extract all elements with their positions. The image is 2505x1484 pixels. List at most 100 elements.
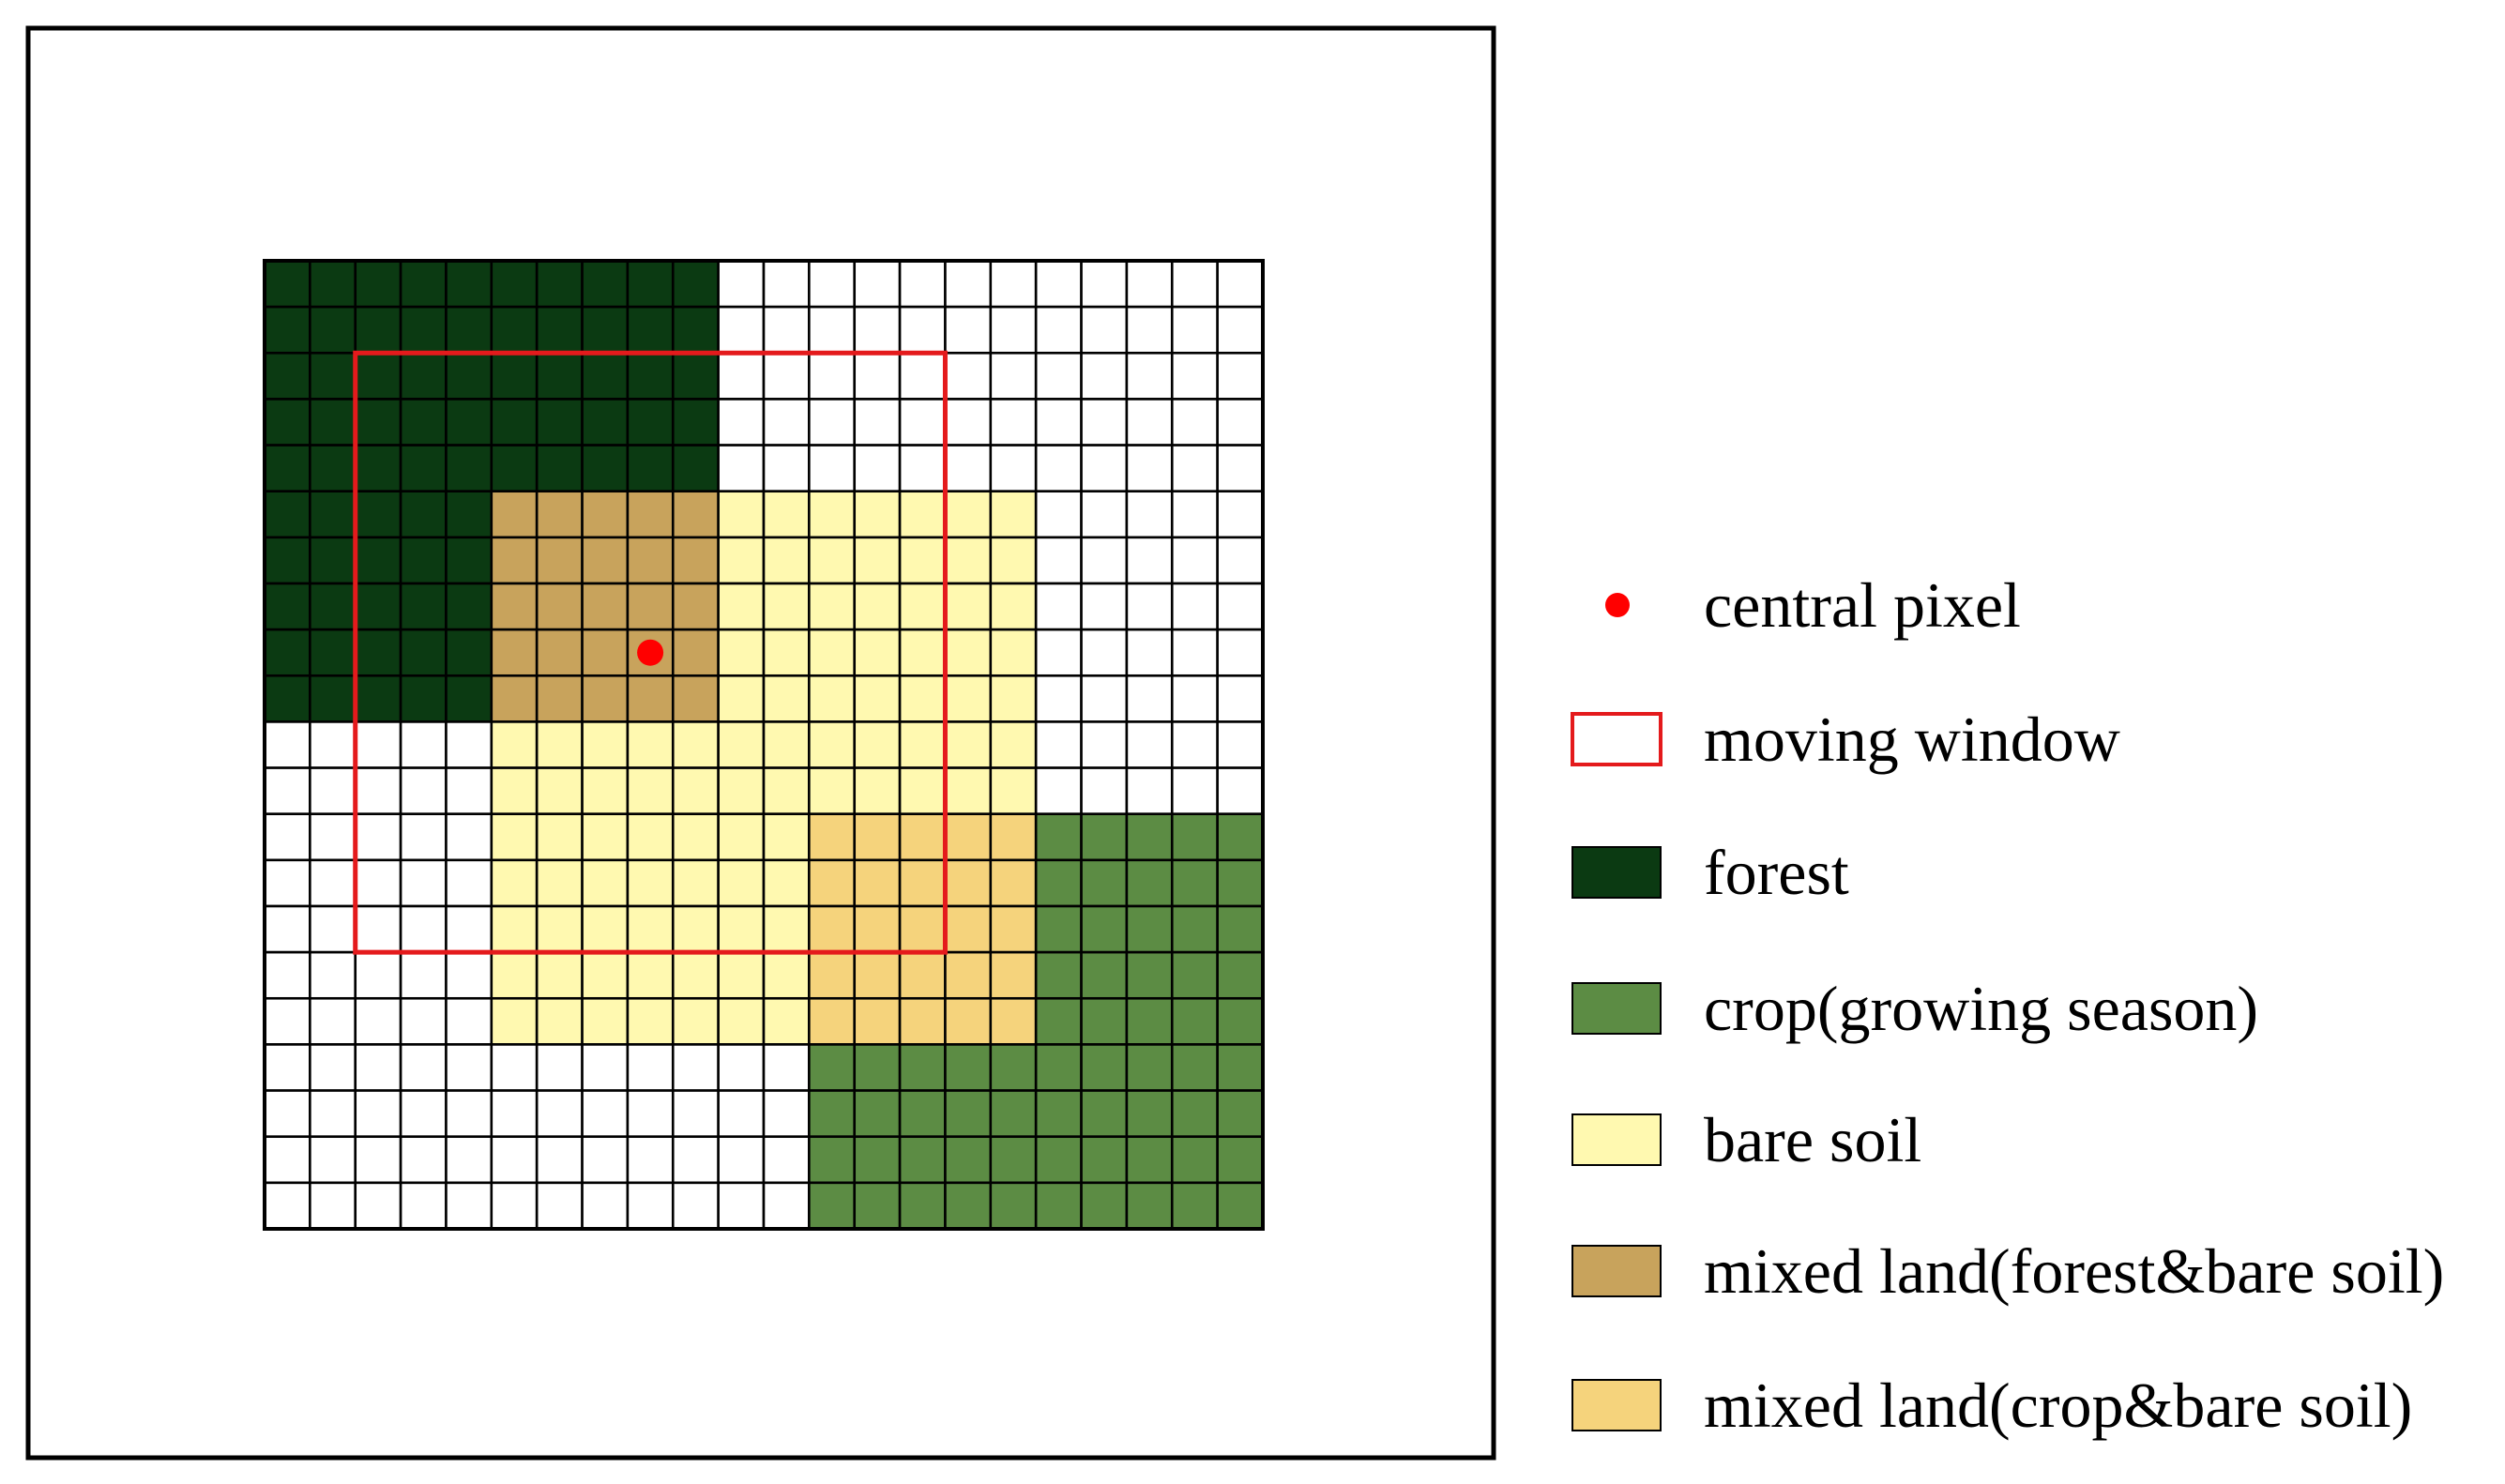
- grid-cell-forest: [626, 444, 675, 493]
- grid-cell-unclassified: [354, 996, 402, 1046]
- grid-cell-bare-soil: [762, 720, 811, 769]
- grid-cell-unclassified: [808, 398, 857, 447]
- grid-cell-unclassified: [898, 259, 947, 309]
- grid-cell-unclassified: [1216, 582, 1265, 631]
- grid-cell-unclassified: [1216, 444, 1265, 493]
- grid-cell-bare-soil: [853, 536, 902, 585]
- grid-cell-forest: [671, 398, 720, 447]
- grid-cell-unclassified: [944, 305, 993, 355]
- grid-cell-bare-soil: [853, 720, 902, 769]
- grid-cell-bare-soil: [581, 766, 630, 816]
- grid-cell-crop: [1170, 812, 1219, 862]
- grid-cell-crop: [944, 1135, 993, 1185]
- grid-cell-bare-soil: [535, 904, 584, 954]
- grid-cell-forest: [671, 351, 720, 401]
- grid-cell-unclassified: [989, 398, 1038, 447]
- grid-cell-mixed-crop-bare: [944, 812, 993, 862]
- grid-cell-mixed-forest-bare: [626, 582, 675, 631]
- grid-cell-bare-soil: [717, 674, 766, 723]
- grid-cell-unclassified: [762, 259, 811, 309]
- grid-cell-unclassified: [535, 1043, 584, 1092]
- grid-cell-unclassified: [445, 720, 493, 769]
- grid-cell-unclassified: [263, 996, 311, 1046]
- moving-window-layer: [353, 350, 948, 955]
- grid-cell-unclassified: [399, 858, 448, 908]
- grid-cell-bare-soil: [808, 766, 857, 816]
- grid-cell-unclassified: [309, 950, 357, 1000]
- grid-cell-bare-soil: [989, 582, 1038, 631]
- legend-item-moving-window: moving window: [1571, 704, 2120, 775]
- grid-cell-forest: [263, 490, 311, 539]
- grid-cell-crop: [1216, 812, 1265, 862]
- grid-cell-unclassified: [490, 1135, 539, 1185]
- grid-cell-unclassified: [717, 444, 766, 493]
- grid-cell-crop: [1125, 904, 1174, 954]
- grid-cell-crop: [1080, 950, 1129, 1000]
- grid-cell-unclassified: [581, 1135, 630, 1185]
- grid-cell-bare-soil: [808, 582, 857, 631]
- grid-cell-crop: [1216, 904, 1265, 954]
- grid-cell-unclassified: [354, 858, 402, 908]
- grid-cell-forest: [399, 582, 448, 631]
- grid-cell-unclassified: [445, 1135, 493, 1185]
- grid-cell-unclassified: [1216, 351, 1265, 401]
- grid-cell-bare-soil: [626, 858, 675, 908]
- grid-cell-unclassified: [671, 1043, 720, 1092]
- grid-cell-crop: [1125, 1181, 1174, 1231]
- grid-cell-unclassified: [309, 1181, 357, 1231]
- legend-swatch: [1571, 982, 1662, 1035]
- legend-item-central-pixel: central pixel: [1605, 569, 2021, 641]
- grid-cell-forest: [581, 305, 630, 355]
- grid-cell-bare-soil: [944, 720, 993, 769]
- grid-cell-crop: [808, 1181, 857, 1231]
- grid-cell-bare-soil: [944, 766, 993, 816]
- grid-cell-bare-soil: [762, 674, 811, 723]
- grid-cell-unclassified: [1034, 536, 1083, 585]
- grid-cell-mixed-crop-bare: [808, 996, 857, 1046]
- grid-cell-mixed-forest-bare: [626, 490, 675, 539]
- grid-cell-unclassified: [445, 904, 493, 954]
- grid-cell-unclassified: [1080, 628, 1129, 677]
- grid-cell-unclassified: [944, 259, 993, 309]
- grid-cell-forest: [309, 351, 357, 401]
- grid-cell-unclassified: [762, 351, 811, 401]
- grid-cell-mixed-crop-bare: [808, 812, 857, 862]
- grid-cell-unclassified: [1125, 305, 1174, 355]
- grid-cell-unclassified: [399, 996, 448, 1046]
- grid-cell-unclassified: [1170, 628, 1219, 677]
- grid-cell-forest: [581, 398, 630, 447]
- grid-cell-unclassified: [263, 812, 311, 862]
- grid-cell-forest: [263, 628, 311, 677]
- grid-cell-bare-soil: [671, 996, 720, 1046]
- grid-cell-crop: [1034, 1135, 1083, 1185]
- grid-cell-forest: [263, 305, 311, 355]
- grid-cell-unclassified: [1125, 674, 1174, 723]
- grid-cell-unclassified: [1080, 766, 1129, 816]
- grid-cell-unclassified: [762, 1135, 811, 1185]
- grid-cell-unclassified: [717, 1089, 766, 1139]
- grid-cell-bare-soil: [717, 904, 766, 954]
- grid-cell-forest: [671, 444, 720, 493]
- grid-cell-mixed-crop-bare: [898, 858, 947, 908]
- grid-cell-forest: [309, 305, 357, 355]
- grid-cell-bare-soil: [808, 720, 857, 769]
- grid-cell-forest: [263, 351, 311, 401]
- grid-cell-forest: [309, 582, 357, 631]
- grid-cell-forest: [626, 305, 675, 355]
- grid-cell-unclassified: [1034, 674, 1083, 723]
- grid-cell-unclassified: [445, 1089, 493, 1139]
- grid-cell-bare-soil: [535, 812, 584, 862]
- grid-cell-unclassified: [853, 398, 902, 447]
- grid-cell-crop: [944, 1043, 993, 1092]
- legend-outline-swatch: [1571, 712, 1662, 766]
- legend-label: moving window: [1704, 704, 2120, 775]
- grid-cell-unclassified: [626, 1181, 675, 1231]
- grid-cell-bare-soil: [581, 858, 630, 908]
- grid-cell-unclassified: [1170, 305, 1219, 355]
- grid-cell-bare-soil: [808, 628, 857, 677]
- grid-cell-unclassified: [309, 766, 357, 816]
- grid-cell-unclassified: [1034, 490, 1083, 539]
- grid-cell-mixed-forest-bare: [535, 490, 584, 539]
- grid-cell-mixed-forest-bare: [581, 536, 630, 585]
- grid-cell-unclassified: [1034, 444, 1083, 493]
